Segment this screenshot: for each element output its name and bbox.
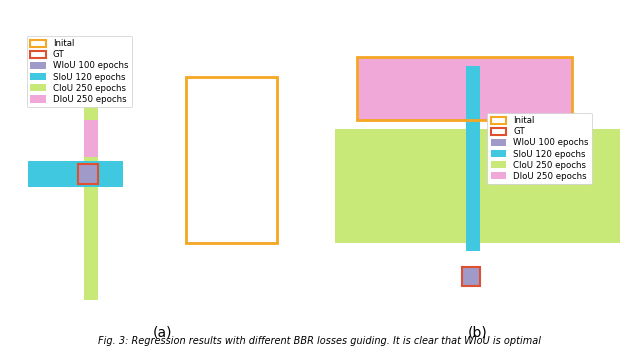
- Bar: [79, 164, 99, 184]
- Text: (a): (a): [153, 326, 172, 340]
- Bar: [28, 161, 123, 187]
- Bar: [461, 267, 480, 286]
- Text: Fig. 3: Regression results with different BBR losses guiding. It is clear that W: Fig. 3: Regression results with differen…: [99, 336, 541, 346]
- Bar: [335, 129, 620, 243]
- Bar: [466, 66, 480, 251]
- Bar: [186, 77, 277, 243]
- Bar: [84, 120, 99, 157]
- Bar: [461, 267, 480, 286]
- Bar: [357, 57, 572, 120]
- Legend: Inital, GT, WIoU 100 epochs, SIoU 120 epochs, CIoU 250 epochs, DIoU 250 epochs: Inital, GT, WIoU 100 epochs, SIoU 120 ep…: [488, 113, 592, 184]
- Bar: [357, 57, 572, 120]
- Bar: [79, 164, 99, 184]
- Text: (b): (b): [467, 326, 487, 340]
- Bar: [84, 43, 99, 300]
- Legend: Inital, GT, WIoU 100 epochs, SIoU 120 epochs, CIoU 250 epochs, DIoU 250 epochs: Inital, GT, WIoU 100 epochs, SIoU 120 ep…: [27, 36, 132, 107]
